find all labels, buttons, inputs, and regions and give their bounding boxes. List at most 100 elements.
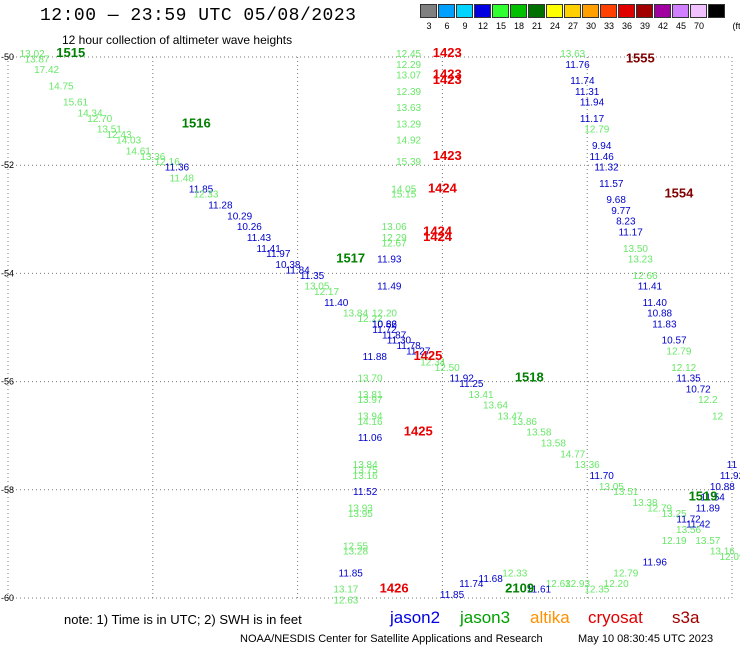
wave-height-point: 15.39 <box>396 157 421 168</box>
wave-height-point: 11.36 <box>165 163 190 174</box>
legend-item-jason2: jason2 <box>390 608 441 627</box>
chart-grid <box>7 56 733 599</box>
color-scale-label: 33 <box>603 21 614 31</box>
wave-height-point: 13.38 <box>633 498 658 509</box>
wave-height-point: 13.05 <box>599 482 624 493</box>
wave-height-point: 12.66 <box>633 271 658 282</box>
pass-number-label: 1554 <box>664 186 694 201</box>
x-tick-label: 102 <box>580 604 595 605</box>
wave-height-point: 13.87 <box>24 54 49 65</box>
wave-height-point: 11.74 <box>570 76 595 87</box>
color-scale-label: 24 <box>549 21 560 31</box>
wave-height-point: 12.29 <box>382 233 407 244</box>
wave-height-point: 11.41 <box>638 282 663 293</box>
wave-height-point: 11.72 <box>372 325 397 336</box>
wave-height-point: 11.46 <box>590 152 615 163</box>
color-scale-swatch <box>474 4 491 18</box>
wave-height-point: 13.70 <box>357 374 382 385</box>
wave-height-point: 8.23 <box>616 217 636 228</box>
color-scale-swatch <box>438 4 455 18</box>
wave-height-point: 11.06 <box>358 433 383 444</box>
pass-number-label: 1425 <box>404 424 433 439</box>
wave-height-point: 13.75 <box>353 466 378 477</box>
wave-height-point: 10.38 <box>275 260 300 271</box>
wave-height-point: 14.05 <box>391 184 416 195</box>
color-scale-label: 36 <box>621 21 632 31</box>
wave-height-point: 11.89 <box>696 503 721 514</box>
wave-height-point: 12.17 <box>314 287 339 298</box>
wave-height-point: 12.09 <box>719 552 740 563</box>
wave-height-point: 13.81 <box>357 390 382 401</box>
color-scale-label: 18 <box>513 21 524 31</box>
color-scale-unit: (ft) <box>732 21 740 31</box>
wave-height-point: 11.61 <box>527 585 552 596</box>
color-scale-swatch <box>618 4 635 18</box>
color-scale-label: 3 <box>426 21 432 31</box>
wave-height-point: 11.54 <box>701 493 726 504</box>
pass-number-label: 1426 <box>380 581 409 596</box>
y-tick-label: -52 <box>1 160 14 170</box>
color-scale-label: 45 <box>675 21 686 31</box>
wave-height-point: 12.79 <box>584 125 609 136</box>
wave-height-point: 11.35 <box>300 271 325 282</box>
pass-number-label: 2109 <box>505 581 534 596</box>
wave-height-point: 13.97 <box>357 395 382 406</box>
wave-height-point: 10.72 <box>686 384 711 395</box>
wave-height-point: 12.33 <box>193 190 218 201</box>
wave-height-point: 10.62 <box>372 320 397 331</box>
wave-height-point: 12.79 <box>647 503 672 514</box>
wave-height-point: 12 <box>712 411 724 422</box>
wave-height-point: 14.75 <box>49 81 74 92</box>
color-scale-label: 15 <box>495 21 506 31</box>
wave-height-point: 9.94 <box>592 141 612 152</box>
color-scale-label: 27 <box>567 21 578 31</box>
wave-height-point: 11.48 <box>170 173 195 184</box>
wave-height-point: 11.92 <box>450 374 475 385</box>
wave-height-point: 11.94 <box>580 98 605 109</box>
wave-height-point: 11.43 <box>247 233 272 244</box>
wave-height-point: 14.16 <box>357 417 382 428</box>
legend-item-jason3: jason3 <box>460 608 511 627</box>
wave-height-point: 13.50 <box>623 244 648 255</box>
color-scale-swatch <box>564 4 581 18</box>
wave-height-point: 13.06 <box>382 222 407 233</box>
wave-height-point: 12.93 <box>565 579 590 590</box>
wave-height-point: 13.84 <box>353 460 378 471</box>
legend-item-s3a: s3a <box>672 608 700 627</box>
credit-text: NOAA/NESDIS Center for Satellite Applica… <box>240 633 543 645</box>
wave-height-point: 13.36 <box>140 152 165 163</box>
wave-height-point: 12.63 <box>546 579 571 590</box>
wave-height-point: 12.63 <box>333 595 358 605</box>
wave-height-point: 13.41 <box>468 390 493 401</box>
wave-height-point: 11.85 <box>440 590 465 601</box>
chart-points: 13.0213.8717.4214.7515.6114.3412.7013.51… <box>20 49 740 605</box>
wave-height-point: 13.29 <box>396 119 421 130</box>
wave-height-point: 9.68 <box>606 195 626 206</box>
legend-item-cryosat: cryosat <box>588 608 643 627</box>
y-tick-label: -56 <box>1 377 14 387</box>
pass-number-label: 1516 <box>182 115 211 130</box>
wave-height-point: 13.23 <box>628 255 653 266</box>
wave-height-point: 11.52 <box>353 487 378 498</box>
x-tick-label: 99 <box>437 604 447 605</box>
y-tick-label: -58 <box>1 485 14 495</box>
wave-height-point: 13.86 <box>512 417 537 428</box>
wave-height-point: 12.29 <box>396 60 421 71</box>
wave-height-point: 12.20 <box>372 309 397 320</box>
color-scale-label: 9 <box>462 21 468 31</box>
wave-height-point: 12.19 <box>662 536 687 547</box>
wave-height-point: 12.2 <box>698 395 718 406</box>
x-tick-label: 90 <box>3 604 13 605</box>
wave-height-point: 13.93 <box>348 503 373 514</box>
wave-height-point: 12.22 <box>357 314 382 325</box>
wave-height-point: 12.20 <box>604 579 629 590</box>
color-scale-swatch <box>546 4 563 18</box>
color-scale-label: 6 <box>444 21 450 31</box>
color-scale-swatch <box>456 4 473 18</box>
wave-height-point: 9.77 <box>611 206 631 217</box>
wave-height-point: 11.93 <box>377 255 402 266</box>
wave-height-point: 10.88 <box>710 482 735 493</box>
wave-height-point: 11.78 <box>396 341 421 352</box>
x-tick-label: 93 <box>148 604 158 605</box>
wave-height-point: 11.68 <box>479 574 504 585</box>
